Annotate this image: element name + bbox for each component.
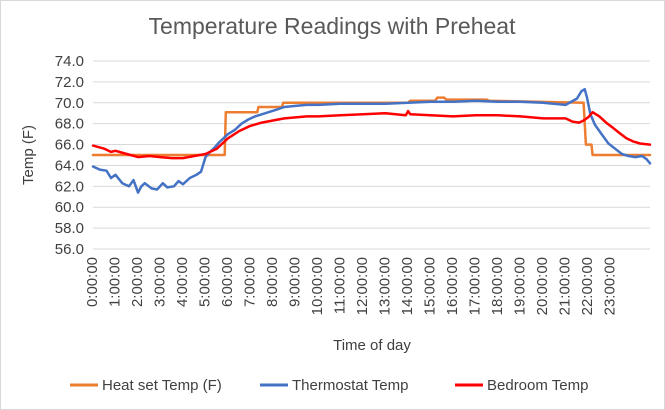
x-axis-label: Time of day [333, 337, 411, 354]
x-tick-label: 9:00:00 [287, 257, 304, 307]
y-tick-label: 68.0 [55, 116, 84, 133]
y-tick-label: 66.0 [55, 137, 84, 154]
x-tick-label: 3:00:00 [152, 257, 169, 307]
x-tick-label: 5:00:00 [197, 257, 214, 307]
y-tick-label: 64.0 [55, 157, 84, 174]
x-tick-label: 15:00:00 [422, 257, 439, 315]
x-tick-label: 20:00:00 [534, 257, 551, 315]
y-tick-label: 72.0 [55, 74, 84, 91]
legend-label-1: Thermostat Temp [292, 377, 408, 394]
x-tick-label: 10:00:00 [309, 257, 326, 315]
series-line-1 [91, 87, 652, 194]
x-tick-label: 8:00:00 [264, 257, 281, 307]
legend-label-2: Bedroom Temp [487, 377, 588, 394]
chart-title: Temperature Readings with Preheat [149, 13, 517, 39]
x-tick-label: 2:00:00 [129, 257, 146, 307]
y-axis-ticks: 56.0 58.0 60.0 62.0 64.0 66.0 68.0 70.0 72.0 74.0 [55, 53, 84, 258]
x-tick-label: 13:00:00 [377, 257, 394, 315]
y-tick-label: 56.0 [55, 241, 84, 258]
x-tick-label: 6:00:00 [219, 257, 236, 307]
x-tick-label: 16:00:00 [444, 257, 461, 315]
y-tick-label: 60.0 [55, 199, 84, 216]
x-tick-label: 14:00:00 [399, 257, 416, 315]
y-tick-label: 58.0 [55, 220, 84, 237]
x-tick-label: 18:00:00 [489, 257, 506, 315]
x-tick-label: 17:00:00 [467, 257, 484, 315]
series-lines [91, 87, 652, 194]
y-tick-label: 62.0 [55, 178, 84, 195]
legend: Heat set Temp (F) Thermostat Temp Bedroom … [70, 377, 588, 394]
x-tick-label: 4:00:00 [174, 257, 191, 307]
y-axis-label: Temp (F) [20, 125, 37, 185]
y-tick-label: 70.0 [55, 95, 84, 112]
x-tick-label: 7:00:00 [242, 257, 259, 307]
gridlines [93, 60, 650, 250]
x-tick-label: 11:00:00 [332, 257, 349, 314]
series-line-0 [91, 96, 652, 157]
x-axis-ticks: 0:00:00 1:00:00 2:00:00 3:00:00 4:00:00 5:00:… [84, 257, 619, 315]
x-tick-label: 12:00:00 [354, 257, 371, 315]
series-line-2 [91, 109, 652, 160]
x-tick-label: 22:00:00 [579, 257, 596, 315]
legend-label-0: Heat set Temp (F) [102, 377, 222, 394]
x-tick-label: 0:00:00 [84, 257, 101, 307]
x-tick-label: 21:00:00 [557, 257, 574, 315]
x-tick-label: 23:00:00 [602, 257, 619, 315]
y-tick-label: 74.0 [55, 53, 84, 70]
x-tick-label: 19:00:00 [512, 257, 529, 315]
x-tick-label: 1:00:00 [107, 257, 124, 307]
